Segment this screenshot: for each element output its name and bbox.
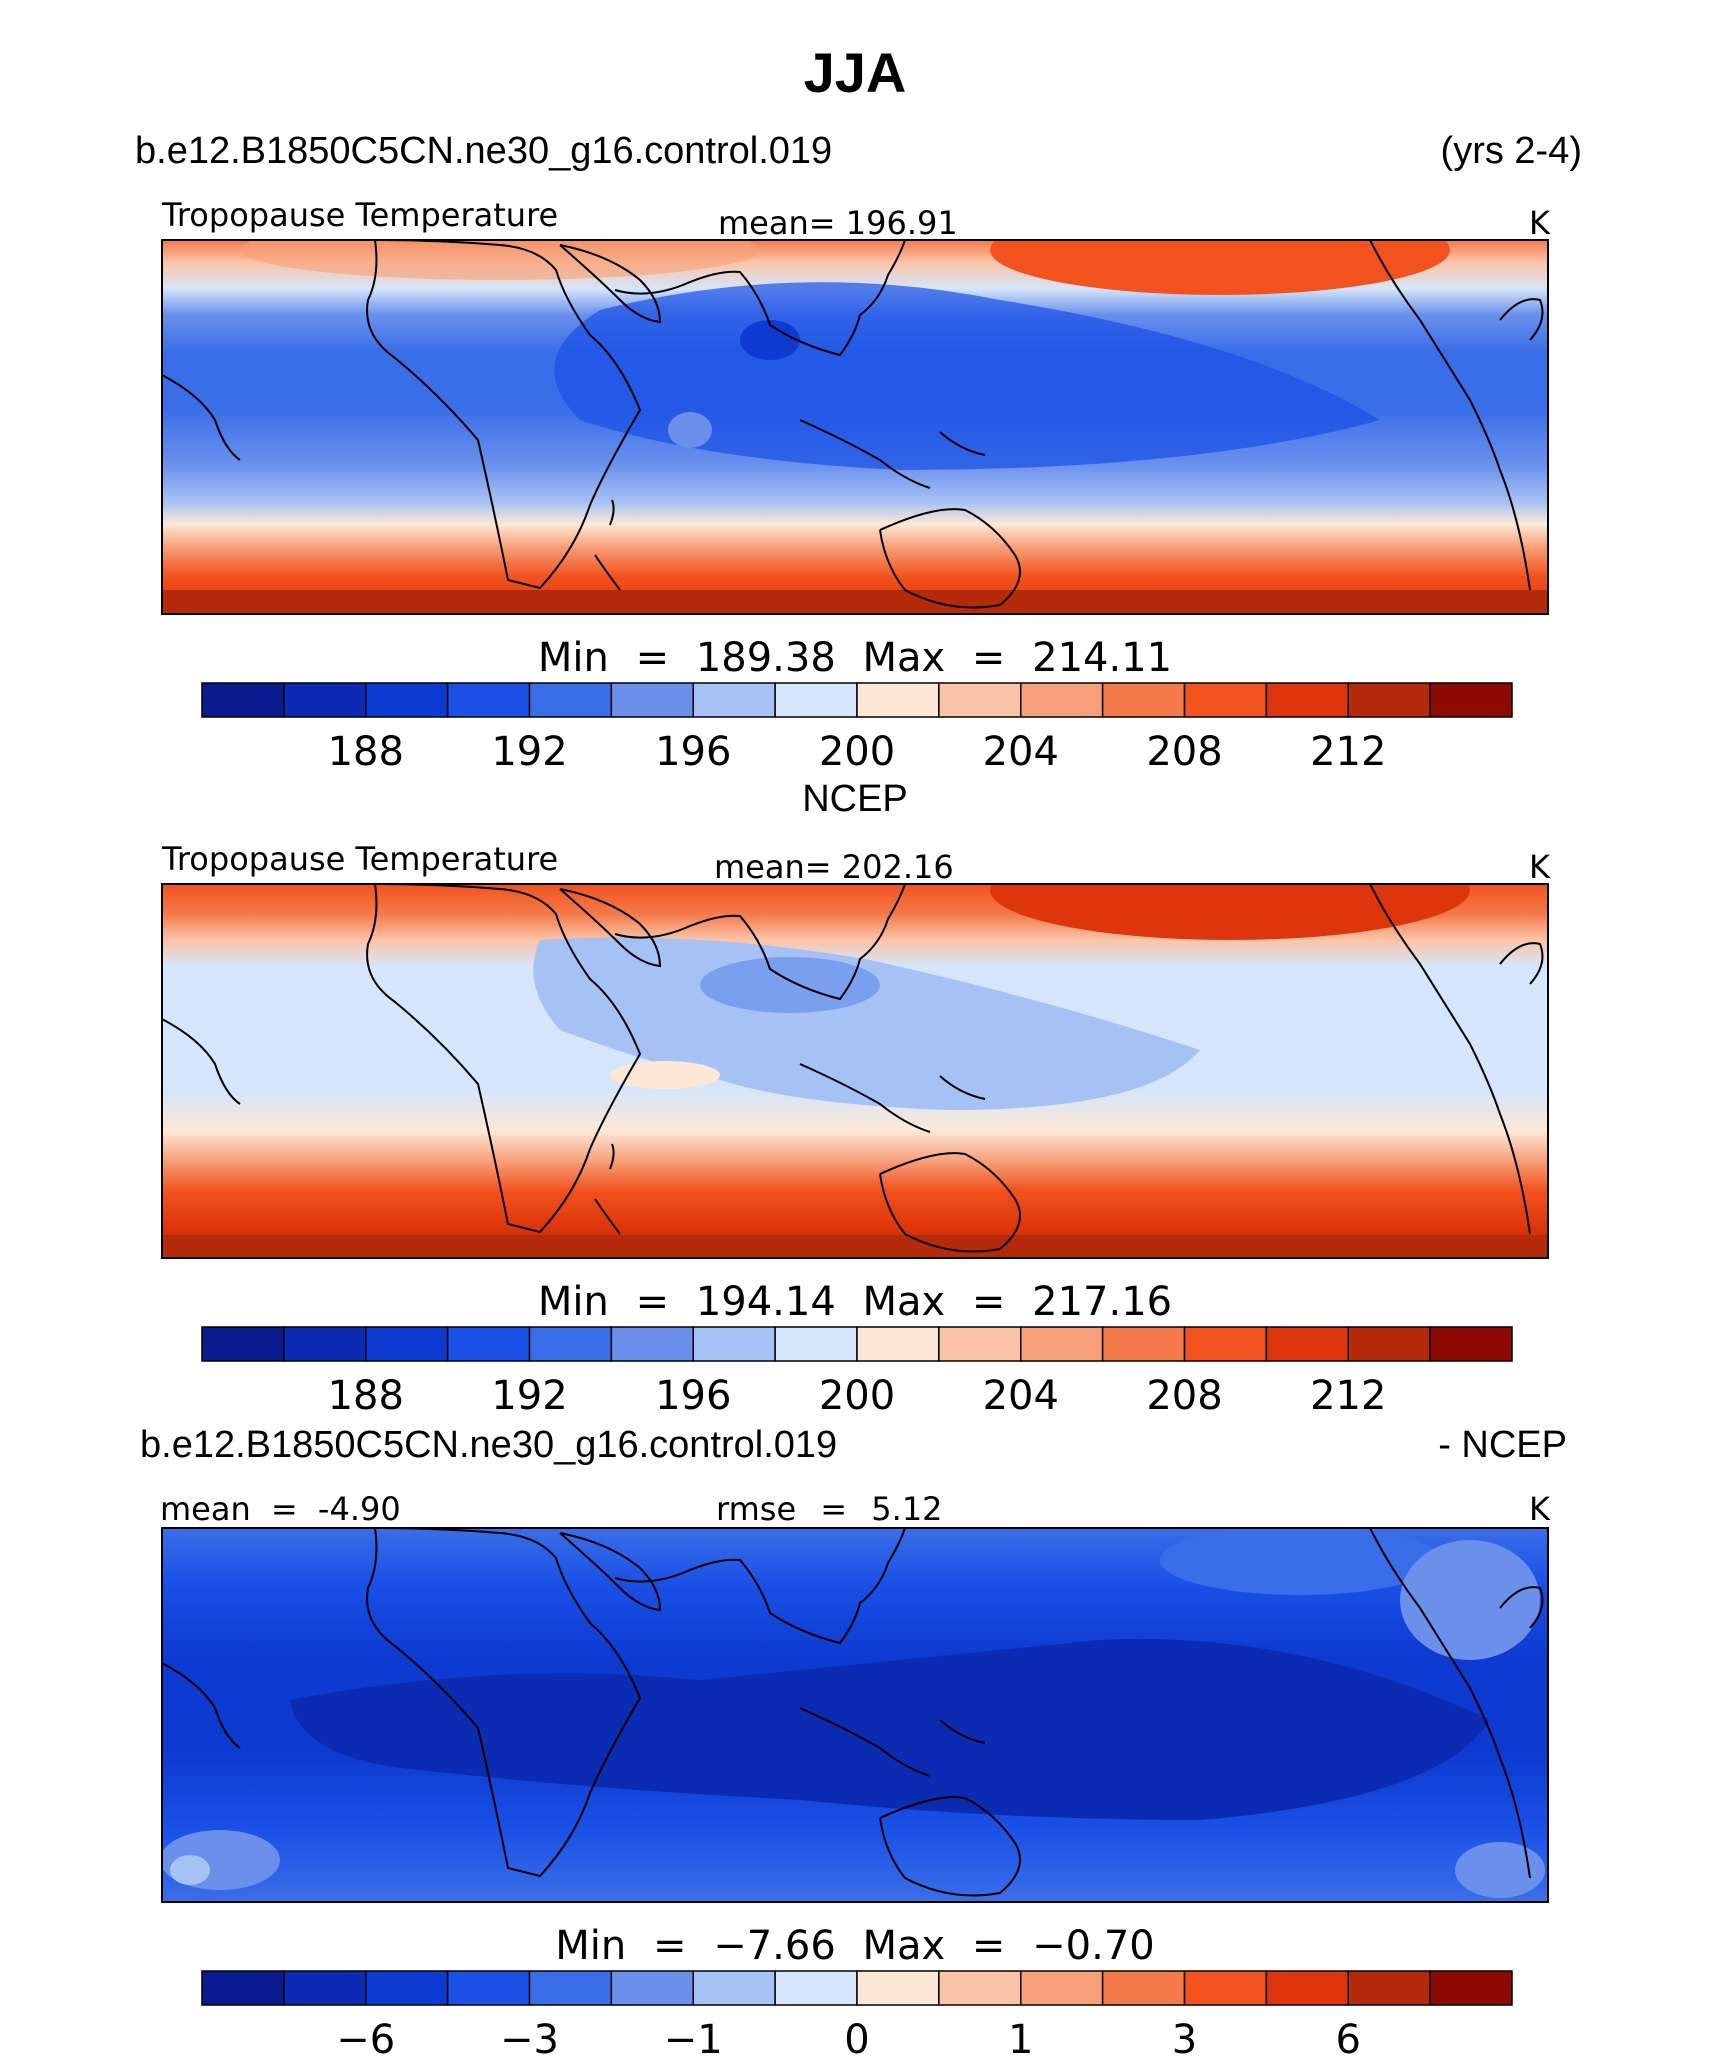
colorbar-swatch xyxy=(1101,682,1186,718)
panel3-mean: mean = -4.90 xyxy=(160,1490,401,1528)
colorbar-swatch xyxy=(1183,1970,1268,2006)
colorbar-swatch xyxy=(856,682,940,718)
colorbar-swatch xyxy=(365,1326,449,1362)
colorbar-tick-label: 200 xyxy=(819,729,895,775)
colorbar-swatch xyxy=(1429,682,1513,718)
panel1-minmax: Min = 189.38 Max = 214.11 xyxy=(537,635,1173,681)
panel2-minmax: Min = 194.14 Max = 217.16 xyxy=(537,1279,1173,1325)
colorbar-swatch xyxy=(774,1970,858,2006)
colorbar-swatch xyxy=(446,1326,531,1362)
colorbar-tick-label: 200 xyxy=(819,1373,895,1419)
colorbar-swatch xyxy=(1429,1326,1513,1362)
colorbar-tick-label: 3 xyxy=(1172,2017,1197,2063)
panel2-units: K xyxy=(1529,848,1550,886)
colorbar-swatch xyxy=(1347,1970,1431,2006)
colorbar-tick-label: 1 xyxy=(1008,2017,1033,2063)
panel2-name: NCEP xyxy=(802,778,908,820)
panel1-years: (yrs 2-4) xyxy=(1440,130,1582,172)
colorbar-tick-label: 204 xyxy=(983,729,1059,775)
colorbar-tick-label: 204 xyxy=(983,1373,1059,1419)
colorbar-swatch xyxy=(1429,1970,1513,2006)
colorbar-swatch xyxy=(938,1326,1022,1362)
colorbar-swatch xyxy=(1101,1970,1186,2006)
colorbar-tick-label: 208 xyxy=(1146,1373,1222,1419)
colorbar-tick-label: −6 xyxy=(336,2017,395,2063)
colorbar-swatch xyxy=(692,1326,776,1362)
colorbar-swatch xyxy=(365,1970,449,2006)
panel1-mean: mean= 196.91 xyxy=(718,204,958,242)
colorbar-tick-label: −3 xyxy=(500,2017,559,2063)
panel3-case-name: b.e12.B1850C5CN.ne30_g16.control.019 xyxy=(140,1424,838,1466)
colorbar-swatch xyxy=(1265,1970,1349,2006)
colorbar-swatch xyxy=(1183,1326,1268,1362)
colorbar-ncep: 188 192 196 200 204 208 212 xyxy=(201,1326,1513,1419)
map-panel-model xyxy=(161,239,1549,615)
colorbar-swatch xyxy=(201,1970,285,2006)
colorbar-swatch xyxy=(938,682,1022,718)
colorbar-tick-label: 188 xyxy=(328,1373,404,1419)
map-panel-ncep xyxy=(161,883,1549,1259)
colorbar-swatch xyxy=(1020,682,1104,718)
colorbar-tick-label: 212 xyxy=(1310,729,1386,775)
colorbar-swatch xyxy=(446,1970,531,2006)
colorbar-swatch xyxy=(528,682,613,718)
figure-title: JJA xyxy=(803,41,907,104)
map-panel-difference xyxy=(161,1527,1549,1903)
colorbar-swatch xyxy=(692,682,776,718)
colorbar-swatch xyxy=(1265,682,1349,718)
colorbar-tick-label: 212 xyxy=(1310,1373,1386,1419)
colorbar-swatch xyxy=(283,1326,367,1362)
panel3-minmax: Min = −7.66 Max = −0.70 xyxy=(555,1923,1155,1969)
panel2-mean: mean= 202.16 xyxy=(714,848,954,886)
panel1-variable: Tropopause Temperature xyxy=(162,196,559,234)
colorbar-swatch xyxy=(1265,1326,1349,1362)
colorbar-swatch xyxy=(610,1326,694,1362)
colorbar-swatch xyxy=(201,1326,285,1362)
colorbar-swatch xyxy=(1101,1326,1186,1362)
colorbar-tick-label: 188 xyxy=(328,729,404,775)
panel3-minus-label: - NCEP xyxy=(1438,1424,1567,1466)
colorbar-swatch xyxy=(446,682,531,718)
colorbar-swatch xyxy=(365,682,449,718)
colorbar-swatch xyxy=(856,1326,940,1362)
panel1-units: K xyxy=(1529,204,1550,242)
colorbar-tick-label: 192 xyxy=(491,1373,567,1419)
panel2-variable: Tropopause Temperature xyxy=(162,840,559,878)
colorbar-tick-label: 196 xyxy=(655,729,731,775)
colorbar-swatch xyxy=(610,1970,694,2006)
colorbar-model: 188 192 196 200 204 208 212 xyxy=(201,682,1513,775)
colorbar-swatch xyxy=(774,1326,858,1362)
colorbar-swatch xyxy=(283,1970,367,2006)
colorbar-swatch xyxy=(528,1970,613,2006)
colorbar-tick-label: 208 xyxy=(1146,729,1222,775)
colorbar-tick-label: 6 xyxy=(1336,2017,1361,2063)
colorbar-tick-label: 192 xyxy=(491,729,567,775)
colorbar-swatch xyxy=(610,682,694,718)
colorbar-swatch xyxy=(1347,1326,1431,1362)
colorbar-swatch xyxy=(1020,1326,1104,1362)
colorbar-swatch xyxy=(283,682,367,718)
colorbar-swatch xyxy=(1020,1970,1104,2006)
colorbar-swatch xyxy=(201,682,285,718)
colorbar-tick-label: 0 xyxy=(844,2017,869,2063)
colorbar-swatch xyxy=(938,1970,1022,2006)
colorbar-swatch xyxy=(692,1970,776,2006)
panel3-rmse: rmse = 5.12 xyxy=(716,1490,943,1528)
colorbar-swatch xyxy=(528,1326,613,1362)
colorbar-tick-label: 196 xyxy=(655,1373,731,1419)
colorbar-swatch xyxy=(1183,682,1268,718)
panel3-units: K xyxy=(1529,1490,1550,1528)
colorbar-swatch xyxy=(774,682,858,718)
colorbar-tick-label: −1 xyxy=(664,2017,723,2063)
colorbar-swatch xyxy=(856,1970,940,2006)
colorbar-swatch xyxy=(1347,682,1431,718)
colorbar-difference: −6 −3 −1 0 1 3 6 xyxy=(201,1970,1513,2063)
panel1-case-name: b.e12.B1850C5CN.ne30_g16.control.019 xyxy=(135,130,833,172)
